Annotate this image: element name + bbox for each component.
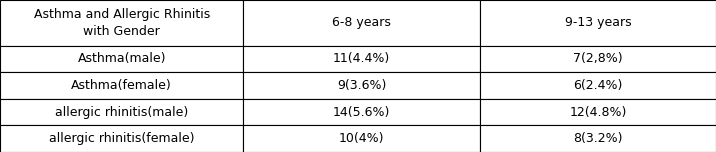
Text: 7(2,8%): 7(2,8%) (573, 52, 623, 65)
Bar (243, 46, 480, 72)
Bar (0, 125, 243, 152)
Bar (243, 99, 480, 125)
Text: Asthma(male): Asthma(male) (77, 52, 166, 65)
Text: 14(5.6%): 14(5.6%) (333, 106, 390, 119)
Text: 11(4.4%): 11(4.4%) (333, 52, 390, 65)
Bar (480, 99, 716, 125)
Bar (480, 0, 716, 46)
Bar (0, 46, 243, 72)
Bar (0, 99, 243, 125)
Text: 9-13 years: 9-13 years (564, 16, 632, 29)
Text: 6(2.4%): 6(2.4%) (574, 79, 622, 92)
Text: 8(3.2%): 8(3.2%) (573, 132, 623, 145)
Bar (0, 72, 243, 99)
Bar (0, 0, 243, 46)
Text: 9(3.6%): 9(3.6%) (337, 79, 386, 92)
Bar (243, 0, 480, 46)
Bar (480, 125, 716, 152)
Text: Asthma(female): Asthma(female) (72, 79, 172, 92)
Text: allergic rhinitis(male): allergic rhinitis(male) (55, 106, 188, 119)
Bar (480, 72, 716, 99)
Text: 6-8 years: 6-8 years (332, 16, 391, 29)
Bar (480, 46, 716, 72)
Text: allergic rhinitis(female): allergic rhinitis(female) (49, 132, 195, 145)
Bar (243, 125, 480, 152)
Text: 12(4.8%): 12(4.8%) (569, 106, 626, 119)
Bar (243, 72, 480, 99)
Text: 10(4%): 10(4%) (339, 132, 384, 145)
Text: Asthma and Allergic Rhinitis
with Gender: Asthma and Allergic Rhinitis with Gender (34, 8, 210, 38)
